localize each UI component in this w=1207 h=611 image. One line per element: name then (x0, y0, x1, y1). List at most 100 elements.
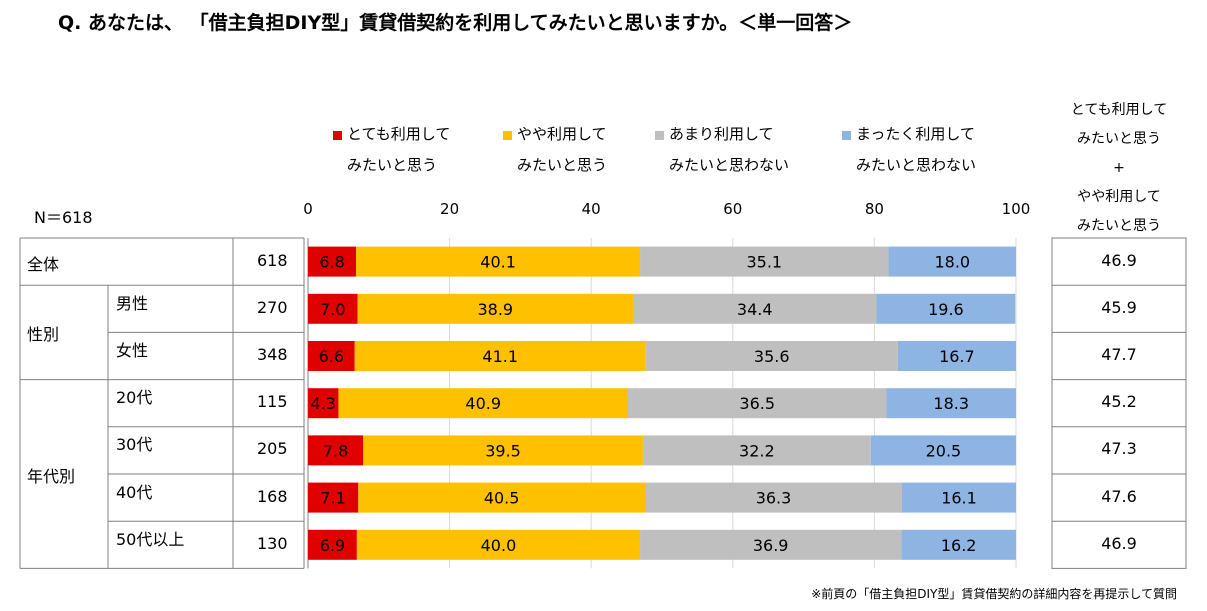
data-label: 35.6 (754, 347, 790, 366)
data-label: 38.9 (477, 300, 513, 319)
bar-segment (645, 341, 898, 371)
bar-segment (876, 293, 1016, 324)
sample-size-label: N＝618 (34, 208, 93, 227)
footnote: ※前頁の「借主負担DIY型」賃貸借契約の詳細内容を再提示して質問 (811, 587, 1177, 601)
bar-segment (642, 435, 871, 466)
data-label: 35.1 (746, 253, 782, 272)
total-value: 47.7 (1101, 345, 1137, 364)
bar-segment (870, 435, 1016, 466)
bar-segment (308, 529, 357, 560)
legend-label: とても利用して (347, 125, 451, 143)
bars-layer: 6.8 40.1 35.1 18.0 7.0 38.9 34.4 19.6 6.6 41.1 35.… (308, 246, 1016, 560)
data-label: 16.7 (939, 347, 975, 366)
bar-segment (308, 341, 355, 371)
data-label: 40.5 (484, 489, 520, 508)
legend-label: みたいと思う (517, 156, 608, 174)
bar-segment (308, 482, 359, 513)
data-label: 34.4 (737, 300, 773, 319)
data-label: 6.8 (319, 253, 344, 272)
data-label: 20.5 (926, 441, 962, 460)
x-tick-label: 60 (723, 200, 742, 218)
data-label: 7.1 (320, 489, 345, 508)
data-label: 36.5 (739, 394, 775, 413)
bar-segment (308, 293, 358, 324)
data-label: 18.3 (933, 394, 969, 413)
x-tick-label: 40 (582, 200, 601, 218)
bar-segment (640, 529, 902, 560)
bar-segment (308, 435, 364, 466)
data-label: 32.2 (739, 441, 775, 460)
data-label: 36.9 (753, 536, 789, 555)
data-label: 4.3 (310, 394, 335, 413)
data-label: 18.0 (934, 253, 970, 272)
legend-swatch-blue (842, 131, 851, 140)
x-tick-label: 0 (303, 200, 313, 218)
data-label: 36.3 (756, 489, 792, 508)
table-lines (19, 237, 1187, 569)
legend-swatch-yellow (503, 131, 512, 140)
bar-segment (886, 388, 1016, 419)
legend-label: やや利用して (517, 125, 607, 143)
total-table-border (1051, 237, 1187, 569)
total-header-line: みたいと思う (1077, 218, 1161, 234)
bar-segment (358, 482, 646, 513)
row-label: 男性 (116, 293, 149, 313)
legend-swatch-red (333, 131, 342, 140)
sample-count: 270 (257, 297, 288, 317)
legend-label: あまり利用して (669, 125, 774, 143)
bar-segment (363, 435, 643, 466)
bar-segment (308, 246, 357, 277)
legend-label: みたいと思わない (669, 156, 790, 174)
bar-segment (640, 246, 889, 277)
total-value: 45.2 (1101, 392, 1137, 412)
bar-segment (356, 529, 641, 560)
bar-segment (357, 293, 633, 324)
bar-segment (628, 388, 887, 419)
bar-segment (308, 388, 339, 419)
bar-segment (901, 529, 1016, 560)
data-label: 7.8 (323, 441, 348, 460)
total-value: 45.9 (1101, 297, 1137, 317)
bar-segment (888, 246, 1016, 277)
row-label: 30代 (116, 435, 153, 455)
x-tick-label: 80 (865, 200, 884, 218)
total-value: 46.9 (1101, 250, 1137, 270)
group-label: 性別 (27, 325, 60, 345)
page-title: Q. あなたは、 「借主負担DIY型」賃貸借契約を利用してみたいと思いますか。＜… (58, 12, 853, 34)
sample-count: 348 (257, 345, 288, 364)
data-label: 7.0 (320, 300, 345, 319)
group-label: 全体 (27, 254, 60, 274)
bar-segment (902, 482, 1016, 513)
bar-segment (356, 246, 641, 277)
data-label: 6.6 (319, 347, 344, 366)
total-column-header: とても利用して みたいと思う + やや利用して みたいと思う (1052, 96, 1186, 241)
x-tick-label: 100 (1002, 200, 1031, 218)
bar-segment (354, 341, 646, 371)
total-header-line: みたいと思う (1077, 131, 1161, 147)
group-label: 年代別 (27, 467, 76, 486)
sample-count: 205 (257, 439, 288, 459)
data-label: 19.6 (928, 300, 964, 319)
x-tick-label: 20 (440, 200, 459, 218)
sample-count: 618 (257, 250, 288, 270)
bar-segment (897, 341, 1016, 371)
total-value: 46.9 (1101, 533, 1137, 553)
data-label: 16.2 (941, 536, 977, 555)
legend-label: みたいと思う (347, 156, 438, 174)
data-label: 39.5 (485, 441, 521, 460)
bar-segment (645, 482, 903, 513)
sample-count: 115 (257, 392, 288, 412)
data-label: 6.9 (320, 536, 345, 555)
row-label: 40代 (116, 482, 153, 502)
legend-swatch-gray (655, 131, 664, 140)
total-value: 47.6 (1101, 486, 1137, 506)
total-header-line: やや利用して (1077, 189, 1161, 205)
total-header-line: + (1113, 160, 1125, 176)
data-label: 40.1 (480, 253, 516, 272)
row-label: 女性 (116, 341, 149, 360)
total-header-line: とても利用して (1070, 102, 1168, 118)
data-label: 41.1 (482, 347, 518, 366)
bar-segment (338, 388, 629, 419)
sample-count: 168 (257, 486, 288, 506)
